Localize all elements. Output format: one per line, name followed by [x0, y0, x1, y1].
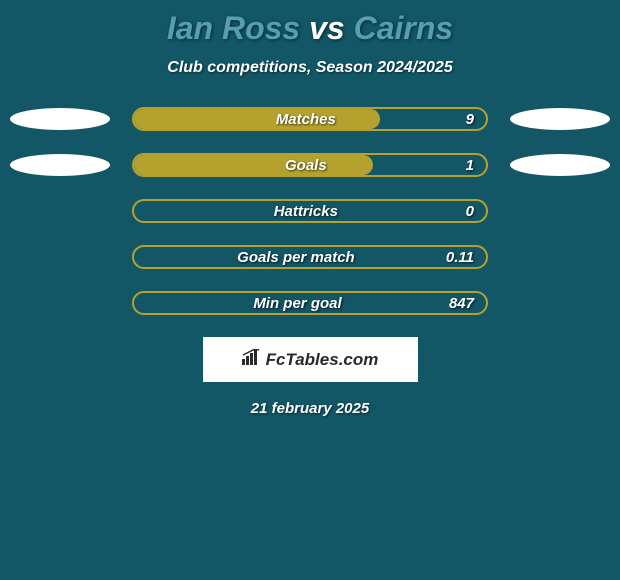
chart-icon [242, 349, 262, 370]
ellipse-placeholder [510, 200, 610, 222]
vs-text: vs [309, 10, 345, 46]
stat-row-matches: Matches 9 [10, 107, 610, 131]
stat-value: 847 [449, 295, 474, 312]
stat-label: Min per goal [146, 295, 449, 312]
page-title: Ian Ross vs Cairns [0, 0, 620, 47]
player1-name: Ian Ross [167, 10, 300, 46]
stat-row-goals-per-match: Goals per match 0.11 [10, 245, 610, 269]
player2-name: Cairns [354, 10, 454, 46]
stat-label: Goals per match [146, 249, 446, 266]
subtitle: Club competitions, Season 2024/2025 [0, 59, 620, 77]
stats-container: Matches 9 Goals 1 Hattricks 0 Goals per … [0, 107, 620, 315]
ellipse-left-icon [10, 108, 110, 130]
ellipse-right-icon [510, 154, 610, 176]
date-text: 21 february 2025 [0, 400, 620, 417]
stat-label: Hattricks [146, 203, 466, 220]
stat-label: Matches [146, 111, 466, 128]
stat-bar: Min per goal 847 [132, 291, 488, 315]
stat-value: 1 [466, 157, 474, 174]
stat-row-min-per-goal: Min per goal 847 [10, 291, 610, 315]
ellipse-placeholder [510, 292, 610, 314]
stat-value: 0.11 [446, 249, 474, 266]
stat-row-goals: Goals 1 [10, 153, 610, 177]
brand-box: FcTables.com [203, 337, 418, 382]
ellipse-left-icon [10, 154, 110, 176]
stat-value: 9 [466, 111, 474, 128]
brand-label: FcTables.com [266, 350, 379, 370]
stat-bar: Goals per match 0.11 [132, 245, 488, 269]
ellipse-right-icon [510, 108, 610, 130]
ellipse-placeholder [10, 200, 110, 222]
ellipse-placeholder [510, 246, 610, 268]
stat-label: Goals [146, 157, 466, 174]
stat-row-hattricks: Hattricks 0 [10, 199, 610, 223]
stat-value: 0 [466, 203, 474, 220]
stat-bar: Hattricks 0 [132, 199, 488, 223]
stat-bar: Goals 1 [132, 153, 488, 177]
brand-text: FcTables.com [242, 349, 379, 370]
stat-bar: Matches 9 [132, 107, 488, 131]
ellipse-placeholder [10, 292, 110, 314]
ellipse-placeholder [10, 246, 110, 268]
